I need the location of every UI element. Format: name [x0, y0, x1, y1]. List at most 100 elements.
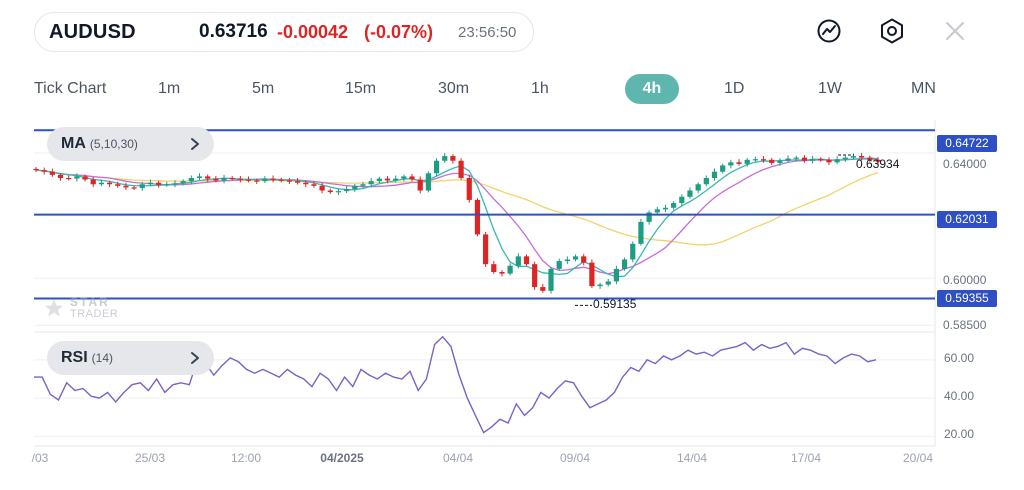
candle-body [875, 159, 881, 162]
candle-body [270, 178, 276, 180]
chevron-right-icon [191, 138, 199, 150]
level-tag-middle: 0.62031 [937, 211, 997, 228]
tab-1h[interactable]: 1h [531, 80, 549, 97]
candle-body [752, 159, 758, 161]
tab-30m[interactable]: 30m [438, 80, 470, 97]
candle-body [417, 179, 423, 191]
candle-body [262, 178, 268, 182]
settings-hexagon-icon[interactable] [878, 17, 906, 45]
timeframe-bar: Tick Chart 1m 5m 15m 30m 1h 4h 1D 1W MN [0, 74, 1024, 104]
candle-body [777, 160, 783, 163]
x-tick-label: 04/04 [443, 451, 473, 465]
candle-body [41, 170, 47, 172]
candle-body [810, 159, 816, 161]
candle-body [344, 188, 350, 192]
candle-body [294, 181, 301, 183]
candle-body [49, 171, 55, 175]
candle-body [123, 185, 129, 188]
x-tick-label: 25/03 [135, 451, 165, 465]
ma-label: MA [61, 135, 86, 152]
candle-body [769, 159, 775, 163]
symbol-info-bar: AUDUSD 0.63716 -0.00042 (-0.07%) 23:56:5… [34, 12, 534, 52]
candle-body [147, 182, 154, 185]
candle-body [196, 176, 203, 178]
rsi-axis-label: 40.00 [944, 389, 975, 403]
candle-body [867, 157, 873, 160]
candle-body [850, 156, 857, 158]
candle-body [352, 185, 358, 189]
candle-body [164, 184, 170, 186]
candle-body [115, 184, 121, 186]
candle-body [286, 180, 293, 182]
candle-body [687, 190, 693, 197]
candle-body [515, 256, 521, 266]
candle-body [613, 268, 620, 282]
low-annotation: 0.59135 [593, 297, 637, 311]
candle-body [131, 187, 137, 189]
candle-body [57, 174, 64, 178]
price-change: -0.00042 [277, 21, 349, 42]
x-tick-label: 14/04 [677, 451, 707, 465]
candle-body [106, 182, 113, 185]
candle-body [736, 162, 742, 164]
tab-5m[interactable]: 5m [252, 80, 275, 97]
price-axis-label: 0.64000 [943, 157, 987, 171]
level-tag-top: 0.64722 [937, 135, 997, 152]
tab-4h[interactable]: 4h [625, 74, 679, 104]
current-price: 0.63716 [199, 21, 268, 42]
candle-body [646, 212, 652, 222]
price-axis-label: 0.60000 [943, 273, 987, 287]
ma-indicator-pill[interactable]: MA (5,10,30) [47, 127, 214, 161]
candle-body [303, 182, 309, 185]
candle-body [760, 159, 767, 161]
candle-body [597, 284, 603, 287]
candle-body [483, 234, 489, 265]
candle-body [82, 176, 88, 180]
candle-body [630, 243, 636, 260]
candle-body [311, 184, 317, 186]
candle-body [139, 184, 145, 189]
x-tick-label: 09/04 [560, 451, 590, 465]
x-tick-label: /03 [32, 451, 49, 465]
server-time: 23:56:50 [458, 23, 517, 41]
tab-1d[interactable]: 1D [724, 80, 745, 97]
candle-body [458, 160, 464, 178]
rsi-axis-label: 60.00 [944, 351, 975, 365]
candle-body [474, 199, 481, 235]
tab-15m[interactable]: 15m [345, 80, 377, 97]
candle-body [205, 176, 211, 179]
candle-body [654, 209, 660, 213]
rsi-label: RSI [61, 349, 88, 366]
candle-body [785, 158, 791, 161]
candle-body [213, 178, 219, 181]
star-trader-watermark: STAR TRADER [44, 296, 118, 320]
candle-body [859, 156, 865, 158]
candle-body [564, 259, 570, 262]
candle-body [360, 184, 366, 186]
candle-body [695, 184, 701, 191]
candle-body [793, 157, 799, 159]
candle-body [393, 178, 399, 181]
candle-body [621, 259, 628, 269]
candle-body [466, 177, 472, 200]
candle-body [66, 177, 72, 180]
tab-1m[interactable]: 1m [158, 80, 181, 97]
tab-1w[interactable]: 1W [818, 80, 842, 97]
tab-mn[interactable]: MN [911, 80, 936, 97]
chart-line-icon[interactable] [815, 17, 843, 45]
price-axis-label: 0.58500 [943, 318, 987, 332]
rsi-params: (14) [91, 351, 114, 365]
candle-body [540, 287, 546, 291]
tab-tick-chart[interactable]: Tick Chart [34, 80, 107, 97]
symbol-name: AUDUSD [49, 20, 136, 43]
ma-params: (5,10,30) [89, 137, 138, 151]
candle-body [237, 178, 243, 180]
candle-body [842, 157, 848, 160]
candle-body [335, 191, 342, 193]
candle-body [319, 185, 325, 191]
candle-body [523, 256, 530, 265]
rsi-indicator-pill[interactable]: RSI (14) [47, 341, 214, 375]
close-icon[interactable] [941, 17, 969, 45]
candle-body [409, 176, 415, 180]
